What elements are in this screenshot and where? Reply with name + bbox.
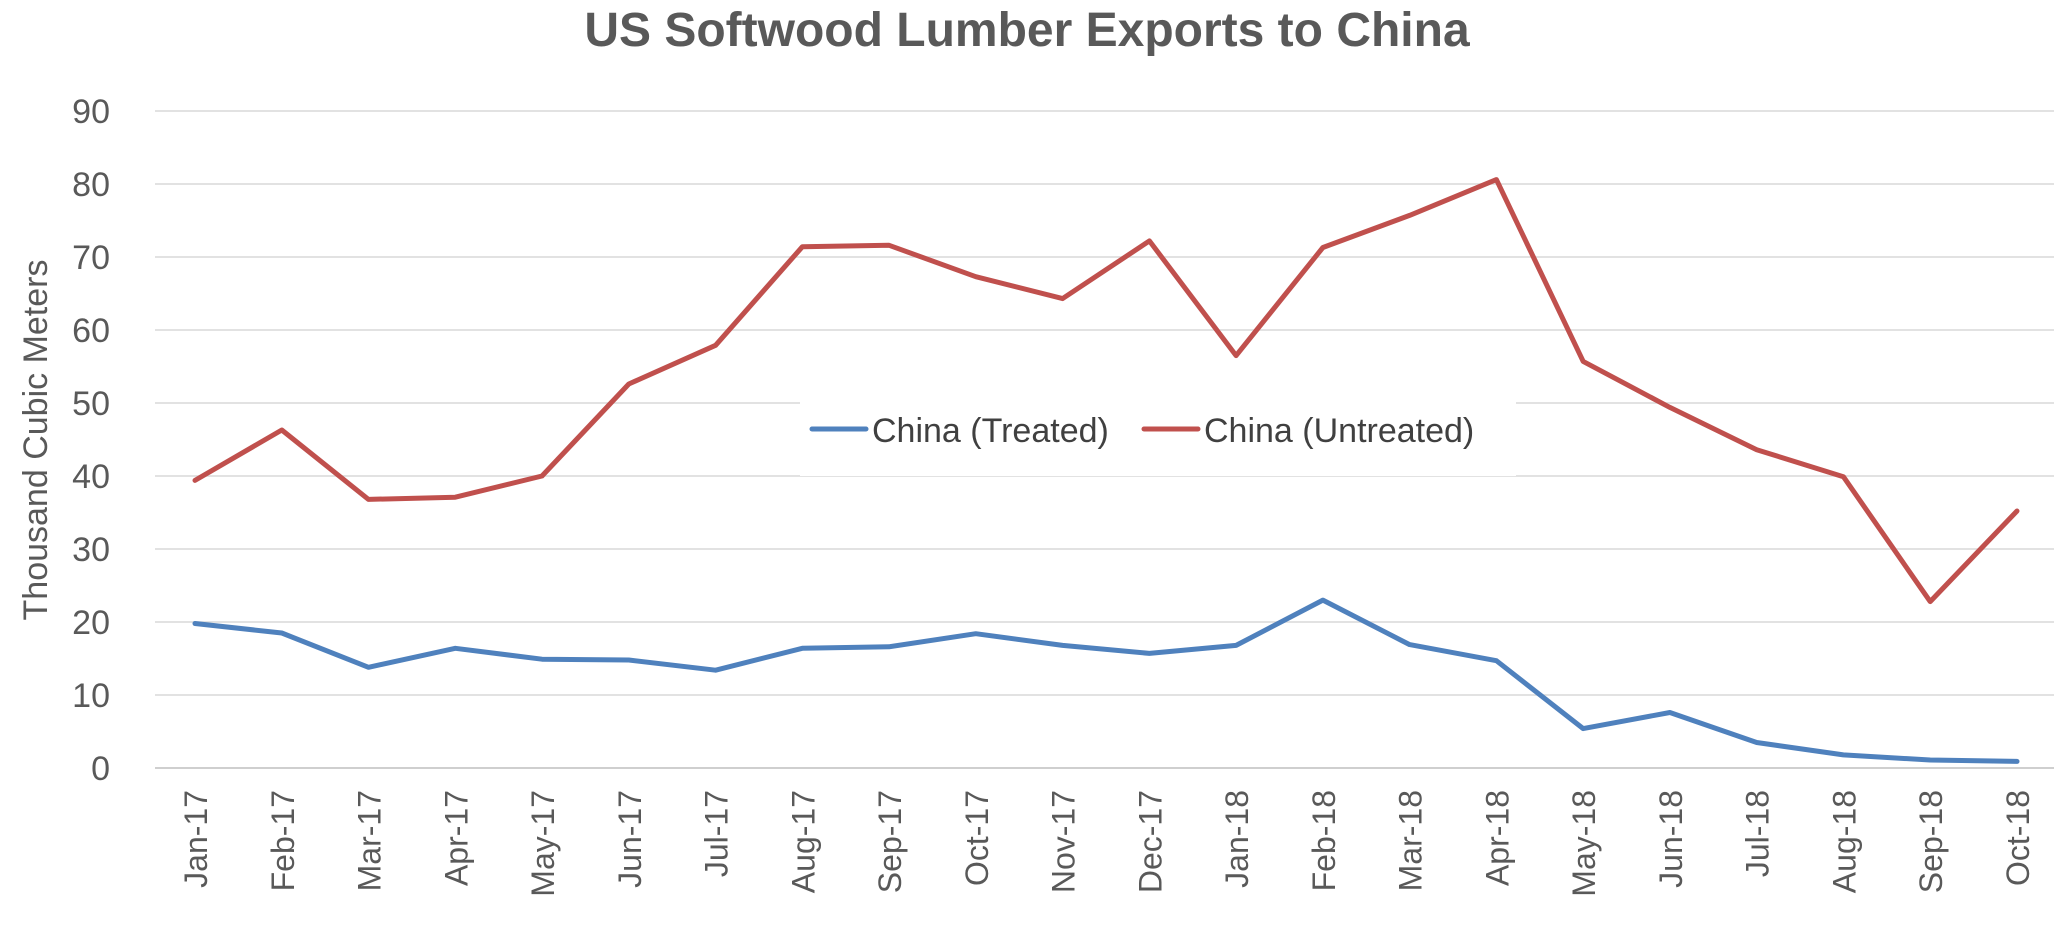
x-tick-label-Sep-18: Sep-18 <box>1913 790 1949 893</box>
x-tick-label-Apr-17: Apr-17 <box>438 790 474 886</box>
y-axis-ticks: 0 10 20 30 40 50 60 70 80 90 <box>72 93 110 788</box>
y-tick-label-30: 30 <box>72 531 110 569</box>
x-tick-label-Oct-17: Oct-17 <box>959 790 995 886</box>
x-tick-label-Aug-17: Aug-17 <box>785 790 821 893</box>
x-tick-label-Jul-17: Jul-17 <box>699 790 735 877</box>
y-tick-label-80: 80 <box>72 166 110 204</box>
x-tick-label-Mar-17: Mar-17 <box>352 790 388 891</box>
x-tick-label-Mar-18: Mar-18 <box>1393 790 1429 891</box>
x-tick-label-May-17: May-17 <box>525 790 561 897</box>
y-tick-label-70: 70 <box>72 239 110 277</box>
x-tick-label-Jan-18: Jan-18 <box>1219 790 1255 888</box>
y-tick-label-10: 10 <box>72 677 110 715</box>
y-axis-label: Thousand Cubic Meters <box>17 260 55 621</box>
x-tick-label-Jul-18: Jul-18 <box>1740 790 1776 877</box>
y-tick-label-20: 20 <box>72 604 110 642</box>
x-tick-label-Aug-18: Aug-18 <box>1826 790 1862 893</box>
y-tick-label-40: 40 <box>72 458 110 496</box>
y-tick-label-50: 50 <box>72 385 110 423</box>
x-tick-label-Feb-17: Feb-17 <box>265 790 301 891</box>
x-tick-label-Jun-17: Jun-17 <box>612 790 648 888</box>
x-tick-label-Jun-18: Jun-18 <box>1653 790 1689 888</box>
x-tick-label-Jan-17: Jan-17 <box>178 790 214 888</box>
x-tick-label-Apr-18: Apr-18 <box>1479 790 1515 886</box>
legend-label-untreated: China (Untreated) <box>1204 412 1474 450</box>
legend: China (Treated) China (Untreated) <box>800 400 1516 476</box>
y-tick-label-0: 0 <box>91 750 110 788</box>
x-tick-label-Dec-17: Dec-17 <box>1132 790 1168 893</box>
x-tick-label-May-18: May-18 <box>1566 790 1602 897</box>
y-tick-label-60: 60 <box>72 312 110 350</box>
chart-title: US Softwood Lumber Exports to China <box>584 4 1470 57</box>
series-line-treated <box>195 600 2017 761</box>
x-tick-label-Feb-18: Feb-18 <box>1306 790 1342 891</box>
x-tick-label-Nov-17: Nov-17 <box>1046 790 1082 893</box>
legend-label-treated: China (Treated) <box>872 412 1109 450</box>
series-line-untreated <box>195 180 2017 602</box>
x-axis-ticks: Jan-17 Feb-17 Mar-17 Apr-17 May-17 Jun-17 Jul-… <box>178 790 2036 897</box>
y-tick-label-90: 90 <box>72 93 110 131</box>
x-tick-label-Oct-18: Oct-18 <box>2000 790 2036 886</box>
x-tick-label-Sep-17: Sep-17 <box>872 790 908 893</box>
